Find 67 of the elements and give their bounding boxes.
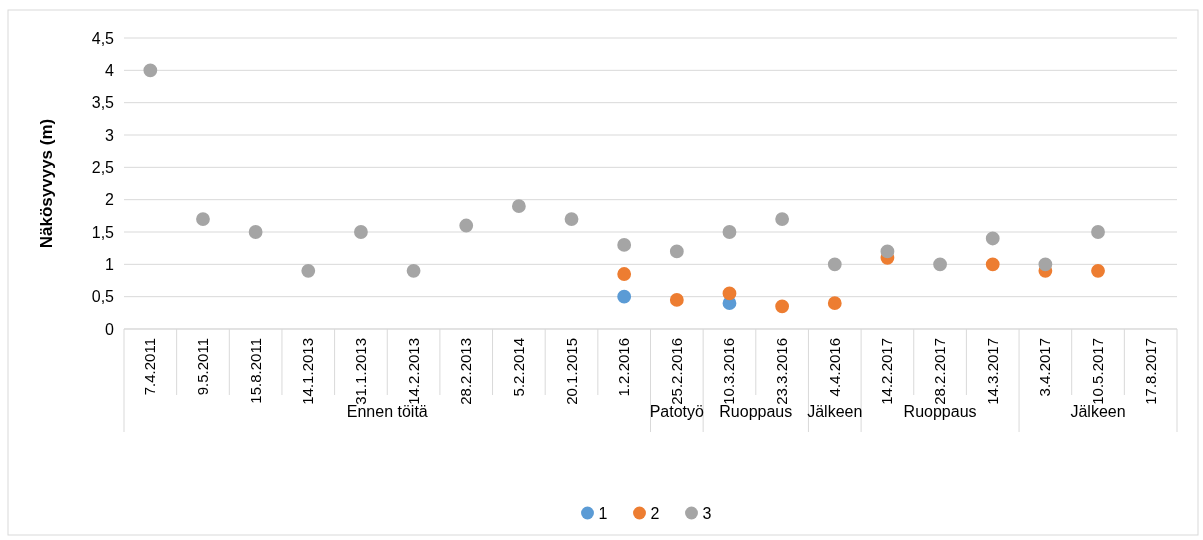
text: Jälkeen xyxy=(1070,403,1126,420)
point xyxy=(354,225,368,239)
y-tick-label: 4,5 xyxy=(91,29,115,47)
y-tick-label: 4 xyxy=(105,61,115,79)
point xyxy=(669,244,684,259)
y-axis-title: Näkösyvyys (m) xyxy=(37,118,56,249)
y-tick-label: 0,5 xyxy=(91,288,115,306)
point xyxy=(406,263,421,278)
point xyxy=(985,257,1000,272)
point xyxy=(248,225,263,239)
y-tick-label: 0 xyxy=(105,320,115,338)
legend-label: 1 xyxy=(598,505,608,522)
point xyxy=(985,231,1000,246)
point xyxy=(301,263,316,278)
point xyxy=(775,212,790,226)
text: Ennen töitä xyxy=(346,403,428,420)
point xyxy=(1038,257,1053,272)
y-tick-label: 1,5 xyxy=(91,223,115,241)
point xyxy=(669,293,684,307)
x-tick-label: 25.2.2016 xyxy=(667,338,685,405)
x-tick-label: 15.8.2011 xyxy=(246,338,264,404)
text: Ruoppaus xyxy=(719,403,793,420)
x-tick-label: 28.2.2013 xyxy=(457,338,475,405)
y-tick-label: 2,5 xyxy=(91,158,115,176)
x-tick-label: 31.1.2013 xyxy=(351,338,369,405)
x-tick-label: 1.2.2016 xyxy=(615,338,633,397)
x-tick-label: 4.4.2016 xyxy=(825,338,843,397)
point xyxy=(511,199,526,214)
x-tick-label: 7.4.2011 xyxy=(141,338,159,396)
y-tick-label: 3 xyxy=(105,126,115,144)
point xyxy=(933,257,947,272)
point xyxy=(722,225,737,239)
point xyxy=(827,296,842,311)
point xyxy=(722,286,737,301)
x-tick-label: 9.5.2011 xyxy=(193,338,211,396)
x-tick-label: 20.1.2015 xyxy=(562,338,580,405)
point xyxy=(617,267,632,281)
point xyxy=(617,289,632,304)
y-tick-label: 2 xyxy=(105,191,115,209)
text: Jälkeen xyxy=(807,403,863,420)
legend-label: 2 xyxy=(650,505,660,522)
point xyxy=(196,212,210,226)
x-tick-label: 5.2.2014 xyxy=(509,338,527,397)
text: Ruoppaus xyxy=(903,403,977,420)
point xyxy=(564,212,579,226)
x-tick-label: 14.3.2017 xyxy=(983,338,1001,405)
point xyxy=(880,244,895,259)
point xyxy=(617,238,632,252)
point xyxy=(1091,263,1105,278)
x-tick-label: 23.3.2016 xyxy=(773,338,791,405)
text: Patotyö xyxy=(649,403,705,420)
x-tick-label: 28.2.2017 xyxy=(931,338,949,405)
point xyxy=(143,63,158,78)
x-tick-label: 14.1.2013 xyxy=(299,338,317,405)
y-tick-label: 1 xyxy=(105,255,115,273)
point xyxy=(775,299,790,314)
x-tick-label: 17.8.2017 xyxy=(1141,338,1159,405)
x-tick-label: 10.5.2017 xyxy=(1089,338,1107,405)
legend-label: 3 xyxy=(702,505,712,522)
point xyxy=(1091,225,1105,239)
y-tick-label: 3,5 xyxy=(91,94,115,112)
x-tick-label: 10.3.2016 xyxy=(720,338,738,405)
point xyxy=(459,218,474,233)
point xyxy=(827,257,842,272)
x-tick-label: 14.2.2013 xyxy=(404,338,422,405)
x-tick-label: 14.2.2017 xyxy=(878,338,896,405)
x-tick-label: 3.4.2017 xyxy=(1036,338,1054,397)
